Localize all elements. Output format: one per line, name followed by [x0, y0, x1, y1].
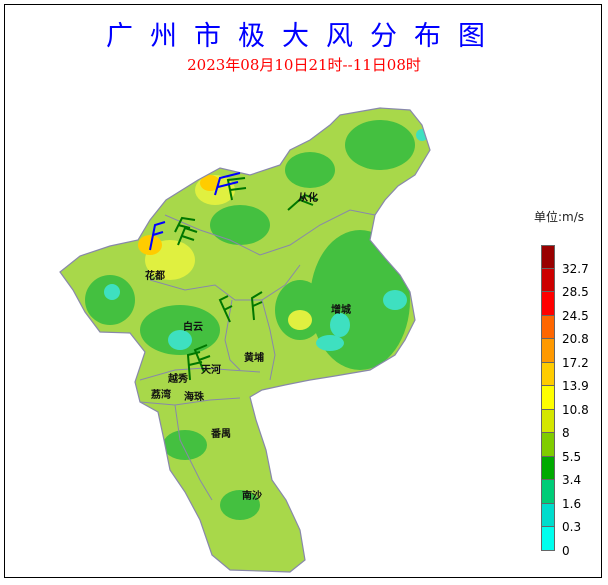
- legend-swatch: [541, 503, 555, 527]
- legend-tick: 0: [562, 543, 570, 558]
- legend-tick: 0.3: [562, 520, 582, 534]
- legend-tick: 1.6: [562, 496, 582, 511]
- wind-barbs-strong: [149, 172, 241, 251]
- district-label-baiyun: 白云: [183, 320, 203, 333]
- legend-swatch: [541, 339, 555, 363]
- map-frame: [4, 4, 602, 578]
- district-label-panyu: 番禺: [210, 427, 231, 440]
- legend-tick: 17.2: [562, 355, 589, 370]
- legend-tick: 10.8: [562, 402, 589, 417]
- legend-swatch: [541, 480, 555, 504]
- legend-swatch: [541, 409, 555, 433]
- legend-swatch: [541, 292, 555, 316]
- legend-unit: 单位:m/s: [534, 210, 585, 224]
- district-label-huadu: 花都: [145, 269, 165, 282]
- legend-swatch: [541, 315, 555, 339]
- legend-swatch: [541, 527, 555, 551]
- legend-tick: 3.4: [562, 473, 582, 487]
- map-title: 广州市极大风分布图: [106, 21, 502, 52]
- legend-tick: 5.5: [562, 449, 582, 464]
- legend-swatch: [541, 245, 555, 269]
- district-label-tianhe: 天河: [201, 364, 221, 376]
- wind-barbs: [174, 177, 319, 381]
- legend-tick: 8: [562, 426, 570, 440]
- map-subtitle: 2023年08月10日21时--11日08时: [187, 56, 421, 74]
- legend-tick: 24.5: [562, 308, 589, 323]
- legend-tick: 13.9: [562, 379, 589, 393]
- legend-swatch: [541, 433, 555, 457]
- color-legend: [541, 245, 555, 551]
- legend-tick: 20.8: [562, 332, 589, 346]
- legend-swatch: [541, 362, 555, 386]
- district-label-nansha: 南沙: [242, 489, 262, 502]
- legend-tick: 32.7: [562, 261, 589, 276]
- legend-tick: 28.5: [562, 285, 589, 299]
- district-label-yuexiu: 越秀: [167, 372, 188, 385]
- district-label-zengcheng: 增城: [331, 303, 351, 316]
- legend-swatch: [541, 456, 555, 480]
- district-label-conghua: 从化: [298, 191, 318, 204]
- legend-swatch: [541, 268, 555, 292]
- district-label-liwan: 荔湾: [150, 388, 171, 401]
- district-label-huangpu: 黄埔: [244, 351, 264, 364]
- legend-swatch: [541, 386, 555, 410]
- district-label-haizhu: 海珠: [184, 390, 205, 403]
